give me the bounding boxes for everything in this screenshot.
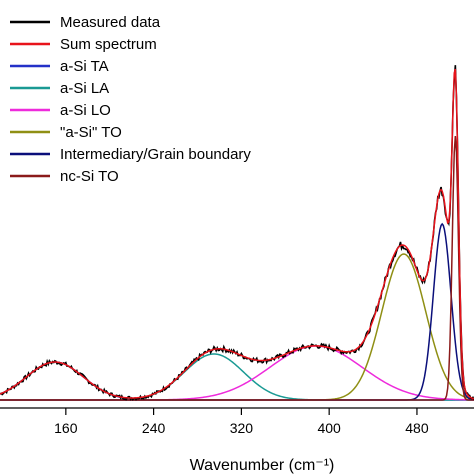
legend-label: a-Si LA — [60, 80, 109, 97]
x-axis-ticks: 160 240 320 400 480 — [54, 408, 429, 436]
legend-label: a-Si LO — [60, 102, 111, 119]
x-tick-label: 240 — [142, 420, 166, 436]
legend-label: "a-Si" TO — [60, 124, 122, 141]
legend-label: Sum spectrum — [60, 36, 157, 53]
chart-legend: Measured data Sum spectrum a-Si TA a-Si LA a… — [10, 14, 251, 185]
x-tick-label: 480 — [405, 420, 429, 436]
series-line-measured-data — [0, 65, 474, 401]
series-line-intermediary-grain-boundary — [0, 222, 474, 401]
legend-label: a-Si TA — [60, 58, 109, 75]
spectrum-curves — [0, 65, 474, 401]
legend-label: Intermediary/Grain boundary — [60, 146, 251, 163]
series-line-a-si-la — [0, 353, 474, 401]
x-tick-label: 320 — [230, 420, 254, 436]
series-line-sum-spectrum — [0, 68, 474, 400]
series-line-nc-si-to — [0, 135, 474, 401]
x-tick-label: 160 — [54, 420, 78, 436]
legend-label: Measured data — [60, 14, 161, 31]
x-axis-title: Wavenumber (cm⁻¹) — [190, 457, 335, 474]
x-tick-label: 400 — [317, 420, 341, 436]
legend-label: nc-Si TO — [60, 168, 119, 185]
series-line-a-si-to — [0, 253, 474, 401]
